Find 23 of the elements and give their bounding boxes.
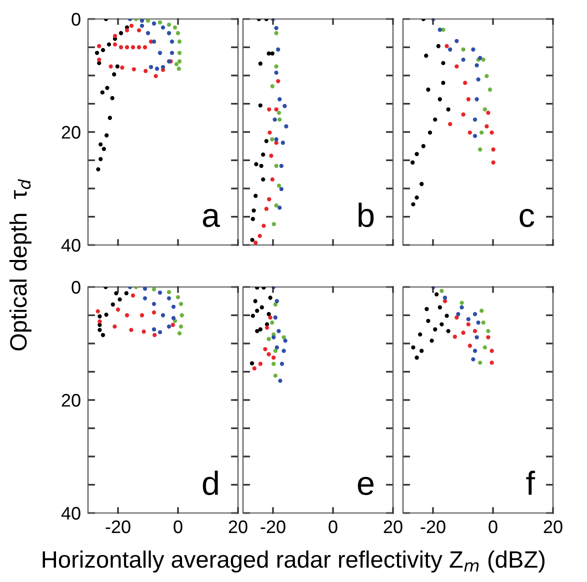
- x-tick-label: 0: [174, 520, 182, 534]
- x-tick-label: -20: [420, 520, 446, 534]
- y-tick-label: 40: [61, 506, 80, 520]
- y-tick-label: 40: [61, 238, 80, 252]
- y-tick-label: 0: [72, 280, 80, 294]
- x-tick-label: 0: [488, 520, 498, 534]
- annotation: a: [202, 208, 220, 228]
- annotation: d: [202, 470, 218, 496]
- y-tick-label: 0: [72, 12, 80, 26]
- x-tick-label: 20: [544, 520, 562, 534]
- x-tick-label: -20: [260, 520, 286, 534]
- annotation: e: [358, 476, 374, 496]
- annotation: b: [358, 202, 374, 228]
- x-tick-label: 20: [384, 520, 402, 534]
- annotation: f: [526, 470, 536, 495]
- x-tick-label: -20: [106, 520, 130, 534]
- y-tick-label: 20: [62, 126, 80, 139]
- x-tick-label: 20: [228, 520, 248, 534]
- x-tick-label: 0: [328, 520, 338, 534]
- x-axis-title: Horizontally averaged radar reflectivity Z$_{m}$ (dBZ): [42, 550, 544, 573]
- annotation: c: [520, 208, 534, 228]
- y-tick-label: 20: [62, 394, 80, 407]
- y-axis-title: Optical depth τ$_{d}$: [9, 179, 32, 350]
